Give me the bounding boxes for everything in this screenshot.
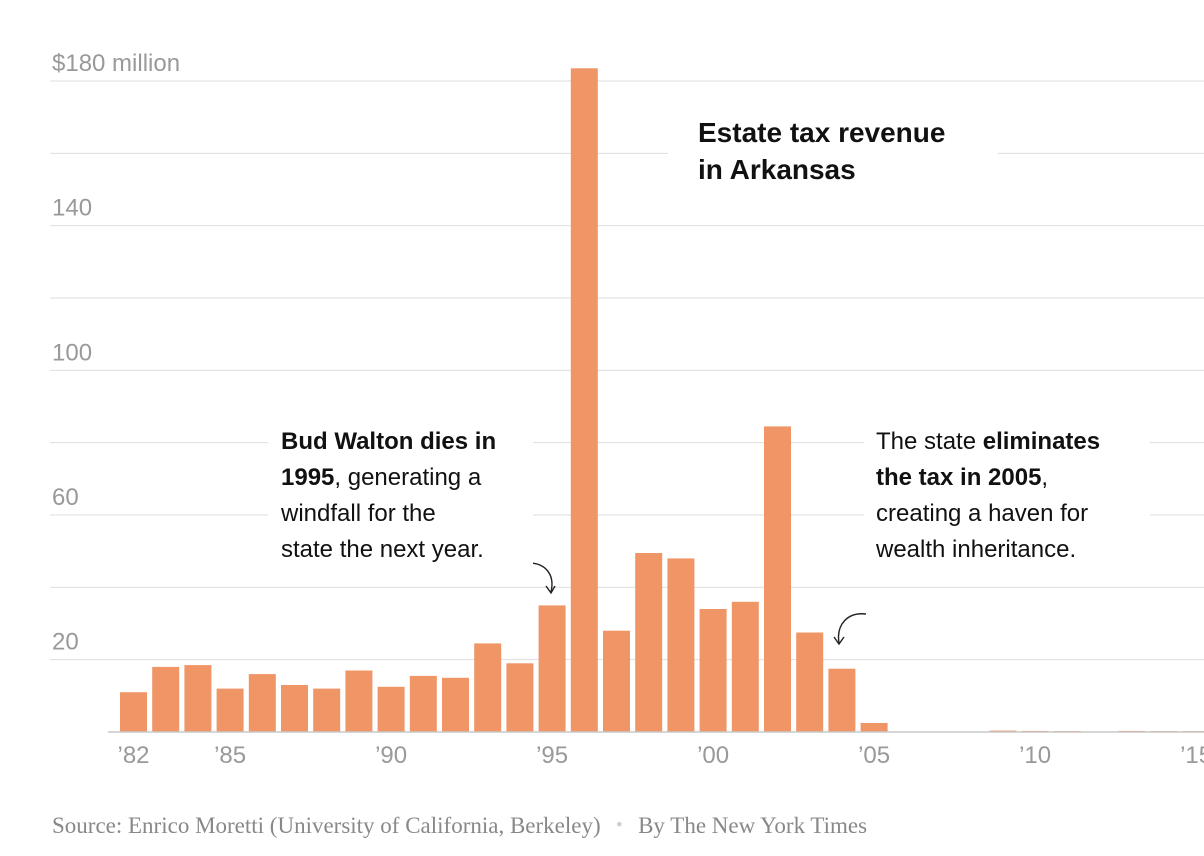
bar-2005 [860, 723, 888, 732]
x-tick-label-1990: ’90 [375, 742, 407, 769]
footer-separator: • [614, 815, 625, 834]
bar-1983 [152, 666, 180, 732]
x-tick-label-2005: ’05 [858, 742, 890, 769]
bar-1998 [635, 553, 663, 732]
chart-title-line-1: Estate tax revenue [698, 117, 946, 148]
y-tick-label-180: $180 million [52, 50, 180, 77]
footer: Source: Enrico Moretti (University of Ca… [52, 813, 867, 839]
bar-1989 [345, 670, 373, 732]
bar-1984 [184, 665, 212, 732]
x-tick-label-2015: ’15 [1180, 742, 1204, 769]
eliminate-arrowhead [833, 636, 845, 646]
x-tick-label-1995: ’95 [536, 742, 568, 769]
bar-2000 [699, 609, 727, 732]
bar-1995 [538, 605, 566, 732]
bar-1985 [216, 688, 244, 732]
bar-1994 [506, 663, 534, 732]
bar-2003 [796, 632, 824, 732]
source-credit: Source: Enrico Moretti (University of Ca… [52, 813, 601, 838]
y-tick-label-100: 100 [52, 339, 92, 366]
x-tick-label-1985: ’85 [214, 742, 246, 769]
bar-1999 [667, 558, 695, 732]
bar-1996 [570, 68, 598, 733]
bar-1997 [603, 630, 630, 732]
eliminate-annotation-text-1: The state [876, 428, 983, 455]
eliminate-arrow [837, 613, 867, 644]
y-tick-label-140: 140 [52, 195, 92, 222]
walton-annotation-bold-2: 1995 [281, 464, 335, 491]
bar-1991 [409, 675, 437, 732]
x-tick-label-2000: ’00 [697, 742, 729, 769]
eliminate-annotation-text-3: creating a haven for [876, 500, 1089, 527]
walton-annotation-text-3: state the next year. [281, 536, 484, 563]
eliminate-annotation-text-2: , [1041, 464, 1049, 491]
bar-2004 [828, 668, 856, 732]
y-tick-label-60: 60 [52, 484, 79, 511]
gridlines [50, 80, 1204, 661]
bars [120, 68, 1204, 733]
walton-annotation-text-1: , generating a [334, 464, 482, 491]
eliminate-annotation: The state eliminates the tax in 2005, cr… [864, 424, 1150, 568]
walton-annotation-text-2: windfall for the [281, 500, 436, 527]
bar-1982 [120, 692, 147, 732]
chart-title-line-2: in Arkansas [698, 154, 856, 185]
y-axis-tick-labels: $180 million 140 100 60 20 [52, 50, 180, 656]
x-axis-tick-labels: ’82 ’85 ’90 ’95 ’00 ’05 ’10 ’15 [117, 742, 1204, 769]
x-tick-label-2010: ’10 [1019, 742, 1051, 769]
x-tick-label-1982: ’82 [117, 742, 149, 769]
walton-annotation: Bud Walton dies in 1995, generating a wi… [268, 424, 533, 568]
bar-1986 [248, 674, 276, 732]
byline: By The New York Times [638, 813, 868, 838]
bar-1988 [313, 688, 341, 732]
bar-2002 [764, 426, 791, 732]
eliminate-annotation-bold-1: eliminates [982, 428, 1101, 455]
bar-1987 [281, 685, 308, 732]
eliminate-annotation-text-4: wealth inheritance. [876, 536, 1077, 563]
chart-title: Estate tax revenue in Arkansas [668, 114, 998, 188]
bar-1990 [377, 686, 405, 732]
walton-arrowhead [545, 585, 556, 595]
y-tick-label-20: 20 [52, 629, 79, 656]
bar-1992 [442, 677, 469, 733]
bar-1993 [474, 643, 502, 732]
eliminate-annotation-bold-2: the tax in 2005 [876, 464, 1042, 491]
bar-2001 [731, 601, 759, 732]
walton-annotation-bold-1: Bud Walton dies in [281, 428, 497, 455]
